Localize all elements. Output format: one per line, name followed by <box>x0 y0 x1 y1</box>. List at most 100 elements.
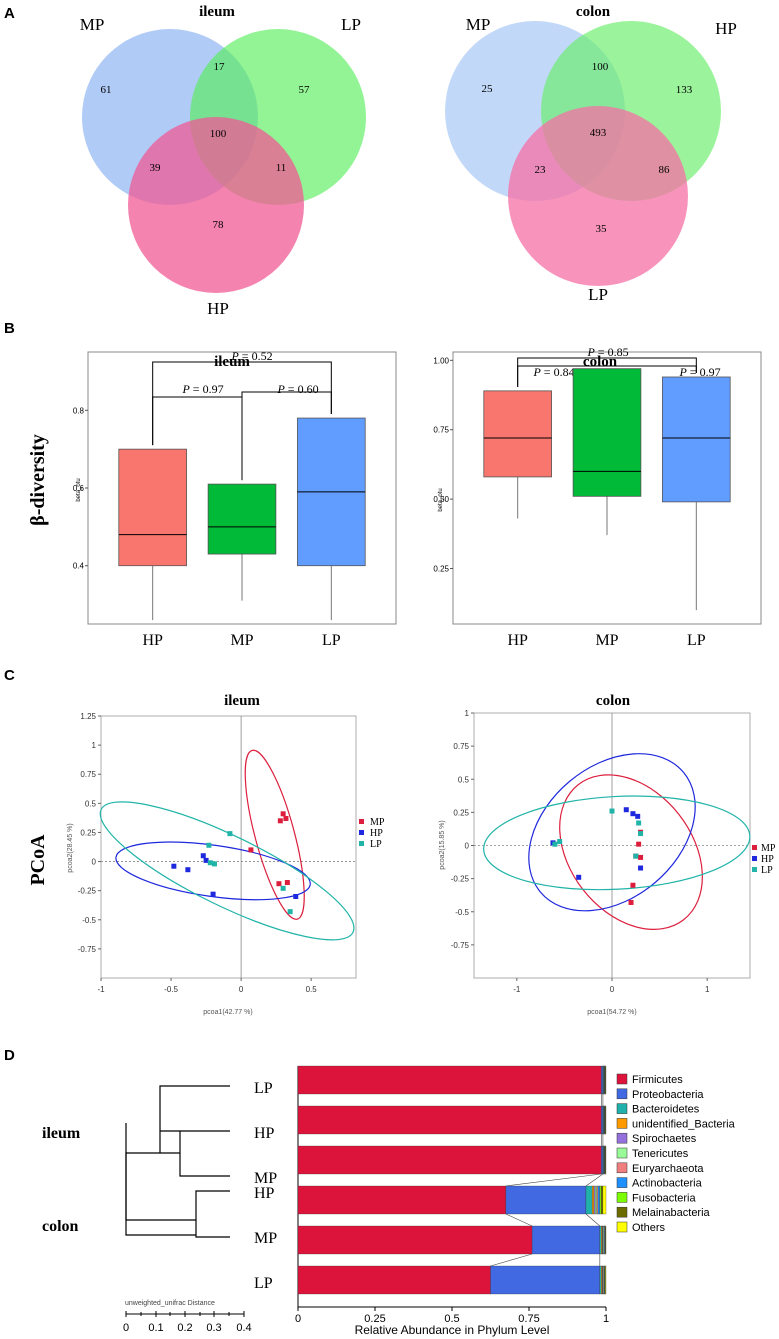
bar-segment-bacteroidetes <box>585 1185 593 1215</box>
bar-xtick: 0.5 <box>444 1313 459 1325</box>
pcoa-ileum-point-mp <box>276 881 282 887</box>
legend-swatch-actinobacteria <box>616 1177 628 1188</box>
bar-segment-proteobacteria <box>601 1105 604 1135</box>
bar-segment-others <box>602 1185 607 1215</box>
pcoa-ileum-point-hp <box>200 853 206 859</box>
pcoa-ileum-ellipse-hp <box>115 841 311 901</box>
pcoa-colon-xtick: 0 <box>610 985 615 994</box>
bar-segment-proteobacteria <box>601 1065 604 1095</box>
panel-letter-d: D <box>4 1047 15 1064</box>
phylum-legend: Firmicutes Proteobacteria Bacteroidetes uni… <box>616 1073 736 1234</box>
pcoa-ileum-xlabel: pcoa1(42.77 %) <box>203 1009 252 1016</box>
bar-xlabel: Relative Abundance in Phylum Level <box>355 1323 550 1337</box>
bar-segment-fusobacteria <box>599 1185 602 1215</box>
dendro-scale-tick: 0.4 <box>236 1322 251 1334</box>
beta-colon-xlabel-hp: HP <box>507 632 528 649</box>
beta-colon-ytick: 0.25 <box>433 564 449 573</box>
venn-ileum-count: 11 <box>276 162 287 174</box>
pcoa-ileum-point-mp <box>277 818 283 824</box>
pcoa-ileum-ytick: -0.25 <box>78 887 97 896</box>
venn-colon-lp-circle <box>508 106 688 286</box>
pcoa-ileum-point-mp <box>280 811 286 817</box>
beta-colon-ytick: 1.00 <box>433 356 449 365</box>
venn-colon-count: 133 <box>676 84 693 96</box>
bar-connector <box>585 1213 601 1227</box>
pcoa-colon-ytick: 1 <box>465 709 470 718</box>
pcoa-ileum-point-hp <box>185 867 191 873</box>
pcoa-colon-ellipse-lp <box>483 795 751 891</box>
dendro-leaf: LP <box>254 1275 273 1292</box>
venn-colon-count: 35 <box>596 223 608 235</box>
dendro-group-colon: colon <box>42 1218 79 1235</box>
venn-colon-count: 25 <box>482 83 494 95</box>
beta-ileum-p-mp-lp: P = 0.60 <box>276 382 318 396</box>
pcoa-ileum-title: ileum <box>224 693 260 709</box>
legend-label-proteobacteria: Proteobacteria <box>632 1089 704 1101</box>
pcoa-ileum-xtick: -1 <box>97 985 105 994</box>
legend-swatch-proteobacteria <box>616 1088 628 1100</box>
legend-label-lp: LP <box>370 839 382 850</box>
legend-label-melainabacteria: Melainabacteria <box>632 1207 711 1219</box>
legend-swatch-firmicutes <box>616 1073 628 1085</box>
pcoa-colon-ytick: 0 <box>465 842 470 851</box>
beta-colon-ytick: 0.50 <box>433 495 449 504</box>
pcoa-colon-ytick: -0.5 <box>455 908 469 917</box>
pcoa-colon-point-lp <box>609 808 615 814</box>
pcoa-colon-plot: colon pcoa2(15.85 %) pcoa1(54.72 %) -1 0 1… <box>439 693 751 1016</box>
panel-letter-a: A <box>4 5 15 22</box>
legend-swatch-tenericutes <box>616 1147 628 1159</box>
pcoa-ileum-ytick: 0.25 <box>80 828 96 837</box>
bar-segment-tenericutes <box>595 1185 597 1215</box>
dendro-group-ileum: ileum <box>42 1125 81 1142</box>
bar-segment-firmicutes <box>297 1145 602 1175</box>
bar-xtick: 1 <box>603 1313 609 1325</box>
legend-swatch-mp <box>359 819 364 824</box>
pcoa-colon-ytick: 0.75 <box>453 742 469 751</box>
pcoa-ileum-frame <box>100 715 357 979</box>
bar-segment-proteobacteria <box>490 1265 600 1295</box>
pcoa-ileum-point-mp <box>248 847 254 853</box>
beta-colon-p-hp-mp: P = 0.84 <box>532 365 574 379</box>
dendro-leaf: LP <box>254 1080 273 1097</box>
pcoa-colon-xlabel: pcoa1(54.72 %) <box>587 1009 636 1016</box>
pcoa-colon-point-mp <box>636 841 642 847</box>
dendro-leaf: HP <box>254 1185 275 1202</box>
venn-ileum-count: 100 <box>210 128 227 140</box>
bar-segment-proteobacteria <box>505 1185 587 1215</box>
beta-colon-xlabel-lp: LP <box>687 632 706 649</box>
beta-ileum-ytick: 0.8 <box>73 406 85 415</box>
pcoa-ileum-xtick: 0.5 <box>306 985 318 994</box>
bar-segment-bacteroidetes <box>599 1265 602 1295</box>
pcoa-ileum-point-mp <box>284 880 290 886</box>
pcoa-colon-point-lp <box>633 853 639 859</box>
pcoa-ileum-ytick: 0.5 <box>85 799 97 808</box>
phylum-stacked-bar-chart: Relative Abundance in Phylum Level 0 0.25… <box>295 1065 609 1337</box>
pcoa-colon-ytick: -0.25 <box>451 875 470 884</box>
legend-label-tenericutes: Tenericutes <box>632 1148 689 1160</box>
venn-colon-count: 86 <box>659 164 671 176</box>
pcoa-ileum-ytick: 0.75 <box>80 770 96 779</box>
legend-label-euryarchaeota: Euryarchaeota <box>632 1163 704 1175</box>
dendro-scale-label: unweighted_unifrac Distance <box>125 1300 215 1307</box>
pcoa-ileum-point-lp <box>207 860 213 866</box>
venn-ileum-count: 61 <box>101 84 112 96</box>
bar-segment-firmicutes <box>297 1265 491 1295</box>
legend-label-hp: HP <box>761 854 774 865</box>
beta-colon-xlabels: HP MP LP <box>507 632 705 649</box>
pcoa-ileum-point-lp <box>227 831 233 837</box>
venn-colon-count: 493 <box>590 127 607 139</box>
panel-letter-c: C <box>4 667 15 684</box>
legend-swatch-hp <box>752 856 757 861</box>
pcoa-colon-ellipse-hp <box>528 753 696 912</box>
legend-label-others: Others <box>632 1222 666 1234</box>
venn-colon-count: 23 <box>535 164 547 176</box>
legend-label-spirochaetes: Spirochaetes <box>632 1133 697 1145</box>
beta-colon-yticks: 0.25 0.50 0.75 1.00 <box>433 356 449 573</box>
legend-label-firmicutes: Firmicutes <box>632 1074 683 1086</box>
pcoa-colon-xtick: 1 <box>705 985 710 994</box>
venn-ileum-count: 57 <box>299 84 311 96</box>
pcoa-ileum-ytick: 1 <box>92 741 97 750</box>
beta-colon-box-lp <box>662 376 731 503</box>
bar-connector <box>585 1173 604 1187</box>
pcoa-ileum-point-hp <box>293 893 299 899</box>
